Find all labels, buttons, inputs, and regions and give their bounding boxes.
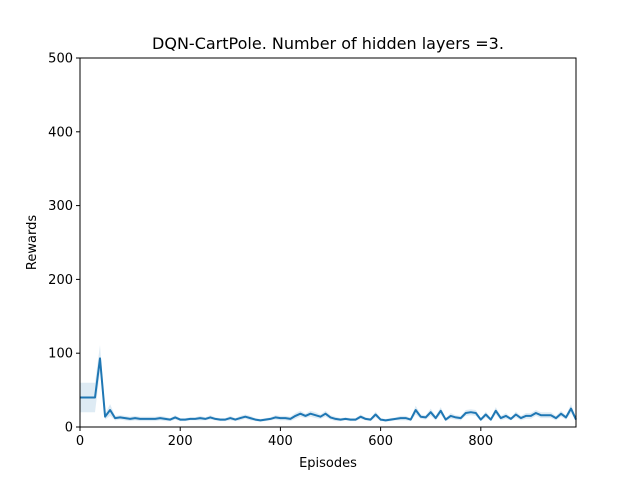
y-tick-label: 500 <box>48 52 73 67</box>
y-axis-ticks: 0 100 200 300 400 500 <box>48 52 80 436</box>
y-axis-label: Rewards <box>25 215 40 270</box>
series-line-layer <box>80 357 577 422</box>
confidence-band-layer <box>80 345 576 422</box>
x-axis-label: Episodes <box>299 456 357 471</box>
x-tick-label: 800 <box>468 434 493 449</box>
y-tick-label: 200 <box>48 273 73 288</box>
y-tick-label: 100 <box>48 347 73 362</box>
x-tick-label: 0 <box>76 434 84 449</box>
y-tick-label: 400 <box>48 125 73 140</box>
y-tick-label: 0 <box>65 421 73 436</box>
x-tick-label: 600 <box>368 434 393 449</box>
y-tick-label: 300 <box>48 199 73 214</box>
confidence-band <box>80 345 576 422</box>
x-axis-ticks: 0 200 400 600 800 <box>76 427 493 449</box>
axes-frame <box>79 57 577 428</box>
x-tick-label: 200 <box>168 434 193 449</box>
series-line <box>80 357 577 422</box>
chart-title: DQN-CartPole. Number of hidden layers =3… <box>152 34 504 53</box>
x-tick-label: 400 <box>268 434 293 449</box>
